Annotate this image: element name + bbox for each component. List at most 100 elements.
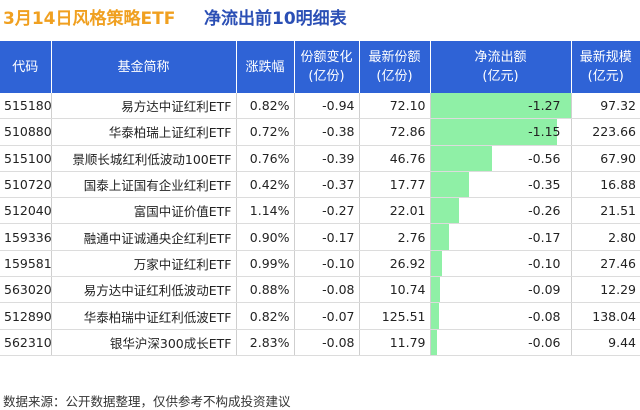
cell-share-change: -0.17 bbox=[294, 223, 360, 251]
cell-code: 159336 bbox=[0, 223, 52, 251]
col-header-share-change: 份额变化 (亿份) bbox=[294, 41, 360, 93]
cell-net-outflow: -0.26 bbox=[430, 197, 572, 225]
outflow-value: -0.56 bbox=[528, 150, 561, 166]
cell-code: 510880 bbox=[0, 118, 52, 146]
table-row: 512890 华泰柏瑞中证红利低波ETF 0.82% -0.07 125.51 -0.08… bbox=[0, 302, 640, 330]
cell-latest-share: 72.10 bbox=[359, 93, 431, 120]
cell-latest-size: 21.51 bbox=[571, 197, 640, 225]
cell-name: 易方达中证红利ETF bbox=[51, 93, 237, 120]
table-row: 563020 易方达中证红利低波动ETF 0.88% -0.08 10.74 -0.09 1… bbox=[0, 276, 640, 304]
cell-change: 0.82% bbox=[236, 302, 295, 330]
col-header-change: 涨跌幅 bbox=[236, 41, 295, 93]
cell-net-outflow: -0.56 bbox=[430, 145, 572, 172]
table-body: 515180 易方达中证红利ETF 0.82% -0.94 72.10 -1.27 97.3… bbox=[0, 93, 640, 356]
outflow-bar bbox=[430, 171, 470, 197]
cell-latest-share: 125.51 bbox=[359, 302, 431, 330]
cell-share-change: -0.08 bbox=[294, 276, 360, 304]
title-bar: 3月14日风格策略ETF 净流出前10明细表 bbox=[0, 0, 640, 34]
cell-latest-size: 16.88 bbox=[571, 171, 640, 199]
net-outflow-line2: (亿元) bbox=[482, 69, 519, 84]
cell-share-change: -0.39 bbox=[294, 145, 360, 172]
cell-share-change: -0.07 bbox=[294, 302, 360, 330]
cell-code: 515180 bbox=[0, 93, 52, 120]
cell-code: 512890 bbox=[0, 302, 52, 330]
table-row: 562310 银华沪深300成长ETF 2.83% -0.08 11.79 -0.06 9.… bbox=[0, 329, 640, 356]
title-subject: 净流出前10明细表 bbox=[204, 9, 347, 29]
cell-change: 1.14% bbox=[236, 197, 295, 225]
cell-latest-size: 2.80 bbox=[571, 223, 640, 251]
cell-code: 563020 bbox=[0, 276, 52, 304]
outflow-value: -0.26 bbox=[528, 203, 561, 219]
cell-latest-size: 223.66 bbox=[571, 118, 640, 146]
cell-net-outflow: -1.15 bbox=[430, 118, 572, 146]
outflow-bar bbox=[430, 198, 460, 223]
cell-latest-share: 2.76 bbox=[359, 223, 431, 251]
outflow-value: -0.08 bbox=[528, 308, 561, 324]
outflow-bar bbox=[430, 329, 438, 355]
latest-share-line2: (亿份) bbox=[376, 69, 413, 84]
cell-share-change: -0.37 bbox=[294, 171, 360, 199]
cell-name: 景顺长城红利低波动100ETF bbox=[51, 145, 237, 172]
cell-code: 515100 bbox=[0, 145, 52, 172]
outflow-value: -0.10 bbox=[528, 255, 561, 271]
cell-latest-share: 22.01 bbox=[359, 197, 431, 225]
outflow-value: -0.17 bbox=[528, 229, 561, 245]
cell-latest-share: 26.92 bbox=[359, 250, 431, 278]
col-header-net-outflow: 净流出额 (亿元) bbox=[430, 41, 572, 93]
cell-share-change: -0.10 bbox=[294, 250, 360, 278]
cell-name: 富国中证价值ETF bbox=[51, 197, 237, 225]
cell-latest-share: 11.79 bbox=[359, 329, 431, 356]
outflow-value: -1.27 bbox=[528, 98, 561, 114]
outflow-bar bbox=[430, 93, 570, 118]
cell-name: 易方达中证红利低波动ETF bbox=[51, 276, 237, 304]
cell-code: 562310 bbox=[0, 329, 52, 356]
cell-change: 0.82% bbox=[236, 93, 295, 120]
cell-net-outflow: -0.09 bbox=[430, 276, 572, 304]
col-header-code: 代码 bbox=[0, 41, 52, 93]
cell-latest-size: 27.46 bbox=[571, 250, 640, 278]
table-row: 510880 华泰柏瑞上证红利ETF 0.72% -0.38 72.86 -1.15 223… bbox=[0, 118, 640, 146]
table-row: 515180 易方达中证红利ETF 0.82% -0.94 72.10 -1.27 97.3… bbox=[0, 93, 640, 120]
cell-latest-size: 9.44 bbox=[571, 329, 640, 356]
cell-change: 2.83% bbox=[236, 329, 295, 356]
title-date-style: 3月14日风格策略ETF bbox=[3, 9, 176, 29]
outflow-bar bbox=[430, 277, 441, 302]
outflow-bar bbox=[430, 224, 450, 250]
latest-share-line1: 最新份额 bbox=[368, 50, 421, 65]
table-row: 515100 景顺长城红利低波动100ETF 0.76% -0.39 46.76 -0.5… bbox=[0, 145, 640, 172]
outflow-bar bbox=[430, 303, 440, 329]
cell-change: 0.76% bbox=[236, 145, 295, 172]
cell-net-outflow: -1.27 bbox=[430, 93, 572, 120]
outflow-bar bbox=[430, 119, 558, 145]
source-note: 数据来源：公开数据整理，仅供参考不构成投资建议 bbox=[3, 394, 291, 409]
outflow-value: -0.09 bbox=[528, 282, 561, 298]
cell-change: 0.42% bbox=[236, 171, 295, 199]
cell-latest-size: 138.04 bbox=[571, 302, 640, 330]
share-change-line2: (亿份) bbox=[308, 69, 345, 84]
cell-latest-size: 97.32 bbox=[571, 93, 640, 120]
cell-change: 0.99% bbox=[236, 250, 295, 278]
cell-change: 0.88% bbox=[236, 276, 295, 304]
cell-share-change: -0.94 bbox=[294, 93, 360, 120]
cell-net-outflow: -0.08 bbox=[430, 302, 572, 330]
etf-outflow-table: 代码 基金简称 涨跌幅 份额变化 (亿份) 最新份额 (亿份) 净流出额 (亿元… bbox=[0, 41, 640, 356]
outflow-value: -0.35 bbox=[528, 177, 561, 193]
cell-latest-share: 72.86 bbox=[359, 118, 431, 146]
net-outflow-line1: 净流出额 bbox=[474, 50, 527, 65]
cell-name: 华泰柏瑞中证红利低波ETF bbox=[51, 302, 237, 330]
table-row: 159581 万家中证红利ETF 0.99% -0.10 26.92 -0.10 27.46 bbox=[0, 250, 640, 278]
cell-name: 国泰上证国有企业红利ETF bbox=[51, 171, 237, 199]
cell-net-outflow: -0.17 bbox=[430, 223, 572, 251]
table-row: 159336 融通中证诚通央企红利ETF 0.90% -0.17 2.76 -0.17 2.… bbox=[0, 223, 640, 251]
outflow-value: -1.15 bbox=[528, 124, 561, 140]
cell-share-change: -0.38 bbox=[294, 118, 360, 146]
table-row: 512040 富国中证价值ETF 1.14% -0.27 22.01 -0.26 21.51 bbox=[0, 197, 640, 225]
cell-latest-share: 17.77 bbox=[359, 171, 431, 199]
outflow-bar bbox=[430, 250, 442, 276]
cell-latest-size: 12.29 bbox=[571, 276, 640, 304]
cell-change: 0.72% bbox=[236, 118, 295, 146]
cell-name: 银华沪深300成长ETF bbox=[51, 329, 237, 356]
cell-share-change: -0.27 bbox=[294, 197, 360, 225]
cell-name: 万家中证红利ETF bbox=[51, 250, 237, 278]
cell-latest-size: 67.90 bbox=[571, 145, 640, 172]
